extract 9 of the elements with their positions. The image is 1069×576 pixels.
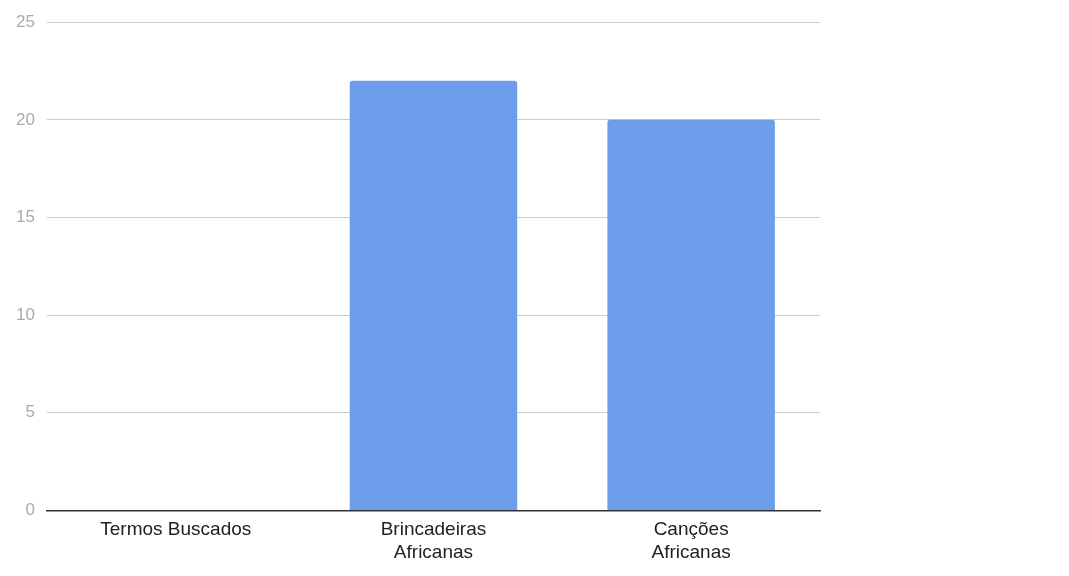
y-tick-label: 20 <box>15 109 35 129</box>
x-tick-label: Brincadeiras Africanas <box>380 518 487 562</box>
x-tick-label: Termos Buscados <box>100 518 252 540</box>
x-tick-label: Canções Africanas <box>651 518 731 562</box>
y-tick-label: 5 <box>25 402 35 422</box>
y-tick-label: 10 <box>15 304 35 324</box>
y-tick-label: 25 <box>15 11 35 31</box>
y-tick-label: 15 <box>15 207 35 227</box>
y-tick-label: 0 <box>25 500 35 520</box>
